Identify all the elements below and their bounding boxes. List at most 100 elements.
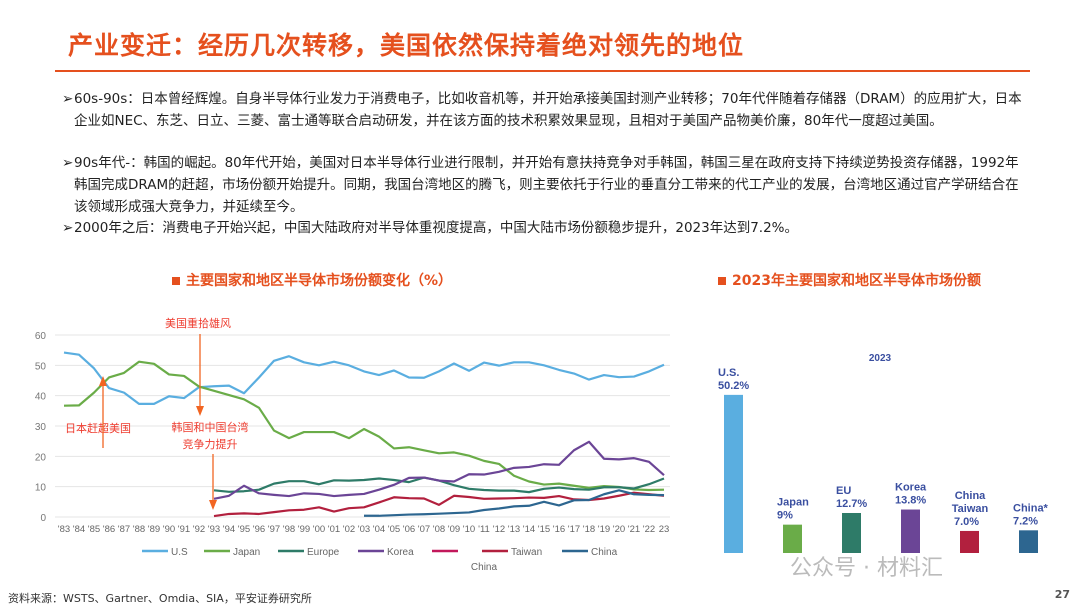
legend-label: Europe <box>307 547 340 558</box>
legend-label: Japan <box>233 547 260 558</box>
y-tick-label: 50 <box>35 361 47 372</box>
bar-value-label: 9% <box>777 510 793 522</box>
y-tick-label: 20 <box>35 452 47 463</box>
y-tick-label: 0 <box>40 513 46 524</box>
x-tick-label: '92 <box>193 524 205 535</box>
bar <box>724 394 743 553</box>
legend-label: U.S <box>171 547 188 558</box>
legend-label: China <box>471 562 498 573</box>
x-tick-label: '08 <box>433 524 445 535</box>
x-tick-label: '97 <box>268 524 280 535</box>
series-line-japan <box>63 360 665 492</box>
source-note: 资料来源：WSTS、Gartner、Omdia、SIA，平安证券研究所 <box>8 592 312 605</box>
x-tick-label: '90 <box>163 524 175 535</box>
series-line-china <box>364 489 665 517</box>
x-tick-label: '14 <box>523 524 535 535</box>
bar <box>1019 530 1038 553</box>
y-tick-label: 40 <box>35 392 47 403</box>
bar <box>783 524 802 553</box>
x-tick-label: '18 <box>583 524 595 535</box>
bullet-text: 90s年代-：韩国的崛起。80年代开始，美国对日本半导体行业进行限制，并开始有意… <box>74 155 1019 215</box>
bar-category-label: EU <box>836 485 851 497</box>
bullet-item: ➢ 90s年代-：韩国的崛起。80年代开始，美国对日本半导体行业进行限制，并开始有… <box>62 152 1022 218</box>
annotation-arrowhead <box>99 376 107 386</box>
x-tick-label: '03 <box>358 524 370 535</box>
y-tick-label: 30 <box>35 422 47 433</box>
x-tick-label: '83 <box>58 524 70 535</box>
bar-chart-title-text: 2023年主要国家和地区半导体市场份额 <box>732 273 981 289</box>
x-tick-label: 23 <box>659 524 670 535</box>
x-tick-label: '19 <box>598 524 610 535</box>
x-tick-label: '22 <box>643 524 655 535</box>
bar-category-label: Taiwan <box>952 503 989 515</box>
bullet-item: ➢ 2000年之后：消费电子开始兴起，中国大陆政府对半导体重视度提高，中国大陆市场… <box>62 217 1022 239</box>
bar-chart-subtitle: 2023 <box>869 353 892 364</box>
line-chart-title-text: 主要国家和地区半导体市场份额变化（%） <box>186 273 453 289</box>
x-tick-label: '95 <box>238 524 250 535</box>
x-tick-label: '21 <box>628 524 640 535</box>
series-line-u.s <box>63 351 665 405</box>
bar-category-label: Japan <box>777 497 809 509</box>
x-tick-label: '98 <box>283 524 295 535</box>
annotation-text: 美国重拾雄风 <box>165 316 231 330</box>
x-tick-label: '96 <box>253 524 265 535</box>
bar <box>842 512 861 553</box>
bar-category-label: China* <box>1013 502 1049 514</box>
legend-label: Taiwan <box>511 547 542 558</box>
x-tick-label: '06 <box>403 524 415 535</box>
bar-value-label: 50.2% <box>718 380 749 392</box>
annotation-text: 韩国和中国台湾 <box>172 420 249 434</box>
bar-value-label: 13.8% <box>895 495 926 507</box>
x-tick-label: '89 <box>148 524 160 535</box>
x-tick-label: '94 <box>223 524 235 535</box>
x-tick-label: '84 <box>73 524 85 535</box>
x-tick-label: '20 <box>613 524 625 535</box>
bullet-arrow-icon: ➢ <box>62 155 74 171</box>
legend-label: China <box>591 547 618 558</box>
x-tick-label: '05 <box>388 524 400 535</box>
bar-value-label: 7.2% <box>1013 515 1038 527</box>
square-icon <box>172 277 180 285</box>
bullet-item: ➢ 60s-90s：日本曾经辉煌。自身半导体行业发力于消费电子，比如收音机等，并开… <box>62 88 1022 132</box>
annotation-text: 日本赶超美国 <box>65 421 131 435</box>
square-icon <box>718 277 726 285</box>
x-tick-label: '87 <box>118 524 130 535</box>
annotation-arrowhead <box>196 406 204 416</box>
x-tick-label: '16 <box>553 524 565 535</box>
x-tick-label: '11 <box>478 524 490 535</box>
watermark: 公众号 · 材料汇 <box>790 556 943 581</box>
bar <box>901 509 920 553</box>
bar-category-label: U.S. <box>718 367 739 379</box>
page-number: 27 <box>1054 588 1070 601</box>
bullet-arrow-icon: ➢ <box>62 220 74 236</box>
bar-category-label: Korea <box>895 482 927 494</box>
line-chart-title: 主要国家和地区半导体市场份额变化（%） <box>172 270 452 290</box>
y-tick-label: 60 <box>35 331 47 342</box>
page-title: 产业变迁：经历几次转移，美国依然保持着绝对领先的地位 <box>68 31 745 60</box>
x-tick-label: '17 <box>568 524 580 535</box>
x-tick-label: '13 <box>508 524 520 535</box>
x-tick-label: '88 <box>133 524 145 535</box>
bar <box>960 530 979 553</box>
bar-chart-title: 2023年主要国家和地区半导体市场份额 <box>718 270 981 290</box>
annotation-text: 竞争力提升 <box>183 437 238 451</box>
legend-label: Korea <box>387 547 414 558</box>
x-tick-label: '85 <box>88 524 100 535</box>
bullet-text: 2000年之后：消费电子开始兴起，中国大陆政府对半导体重视度提高，中国大陆市场份… <box>74 220 799 236</box>
bar-value-label: 12.7% <box>836 498 867 510</box>
x-tick-label: '91 <box>178 524 190 535</box>
series-line-korea <box>213 440 665 500</box>
bullet-arrow-icon: ➢ <box>62 91 74 107</box>
annotation-arrowhead <box>209 500 217 510</box>
bar-category-label: China <box>955 490 986 502</box>
bar-value-label: 7.0% <box>954 516 979 528</box>
x-tick-label: '10 <box>463 524 475 535</box>
x-tick-label: '07 <box>418 524 430 535</box>
y-tick-label: 10 <box>35 483 47 494</box>
x-tick-label: '02 <box>343 524 355 535</box>
x-tick-label: '12 <box>493 524 505 535</box>
x-tick-label: '09 <box>448 524 460 535</box>
x-tick-label: '15 <box>538 524 550 535</box>
bullet-text: 60s-90s：日本曾经辉煌。自身半导体行业发力于消费电子，比如收音机等，并开始… <box>74 91 1022 129</box>
